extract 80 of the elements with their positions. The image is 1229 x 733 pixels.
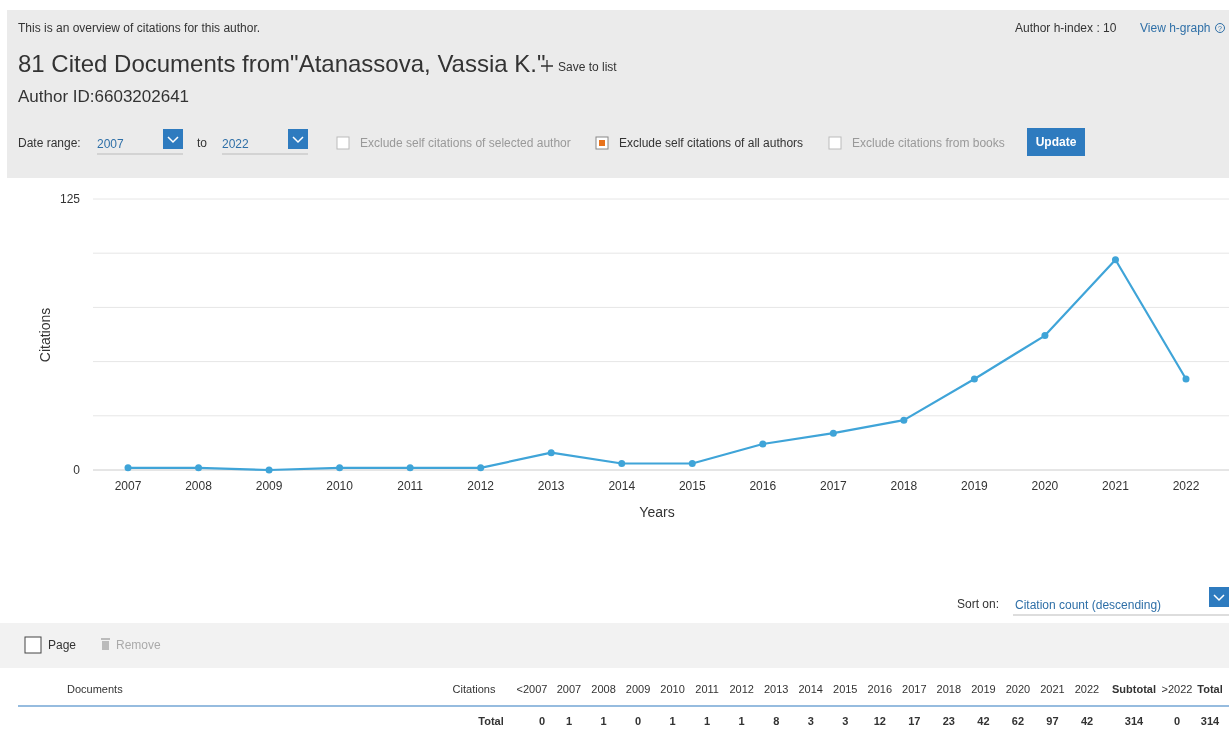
text: 1: [704, 715, 711, 727]
text: Documents: [67, 683, 124, 695]
text: 42: [977, 715, 990, 727]
x-tick-label: 2021: [1102, 479, 1130, 493]
category-label: 2010: [660, 683, 685, 695]
y-tick-label: 125: [59, 192, 81, 206]
category-label: 2017: [902, 683, 927, 695]
text: Citation count (descending): [1015, 598, 1162, 612]
text: 2007: [97, 137, 125, 151]
text: 314: [1200, 715, 1221, 727]
x-tick-label: 2007: [114, 479, 142, 493]
x-tick-label: 2011: [397, 479, 424, 493]
category-label: 2019: [971, 683, 996, 695]
category-label: 2013: [763, 683, 789, 695]
text: Remove: [116, 638, 162, 652]
category-label: 2018: [936, 683, 962, 695]
x-tick-label: 2009: [255, 479, 283, 493]
text: 62: [1011, 715, 1025, 727]
text: 0: [635, 715, 642, 727]
x-tick-label: 2022: [1172, 479, 1200, 493]
chart-title: 81 Cited Documents from"Atanassova, Vassia K.": [18, 50, 546, 77]
text: Exclude self citations of all authors: [619, 136, 804, 150]
text: 0: [1173, 715, 1181, 727]
x-tick-label: 2019: [961, 479, 989, 493]
text: 0: [538, 715, 546, 727]
x-tick-label: 2017: [819, 479, 847, 493]
x-tick-label: 2012: [467, 479, 495, 493]
text: Author h-index : 10: [1015, 21, 1117, 35]
text: Page: [48, 638, 77, 652]
category-label: 2011: [695, 683, 719, 695]
text: Citations: [452, 683, 496, 695]
text: 17: [908, 715, 921, 727]
x-tick-label: 2010: [326, 479, 354, 493]
text: Total: [1197, 683, 1223, 695]
text: Exclude self citations of selected author: [360, 136, 571, 150]
category-label: 2015: [833, 683, 858, 695]
text: 8: [773, 715, 780, 727]
text: Date range:: [18, 136, 81, 150]
x-tick-label: 2018: [890, 479, 918, 493]
text: 1: [669, 715, 676, 727]
text: Exclude citations from books: [852, 136, 1005, 150]
text: View h-graph: [1140, 21, 1211, 35]
text: 3: [807, 715, 814, 727]
text: Total: [478, 715, 504, 727]
text: 2022: [1074, 683, 1100, 695]
text: 23: [942, 715, 955, 727]
text: <2007: [516, 683, 548, 695]
text: 12: [873, 715, 886, 727]
text: 1: [600, 715, 607, 727]
x-tick-label: 2014: [608, 479, 636, 493]
category-label: 2014: [798, 683, 823, 695]
text: 2022: [222, 137, 250, 151]
text: 42: [1080, 715, 1094, 727]
text: 97: [1046, 715, 1059, 727]
text: >2022: [1161, 683, 1193, 695]
y-axis-title: Citations: [37, 307, 53, 363]
category-label: 2012: [729, 683, 754, 695]
x-tick-label: 2013: [537, 479, 565, 493]
category-label: 2020: [1005, 683, 1031, 695]
text: Author ID:6603202641: [18, 87, 190, 106]
text: to: [197, 136, 208, 150]
text: This is an overview of citations for this author.: [18, 21, 261, 35]
category-label: 2021: [1040, 683, 1065, 695]
text: Subtotal: [1112, 683, 1156, 695]
text: 3: [842, 715, 849, 727]
x-tick-label: 2016: [749, 479, 777, 493]
x-tick-label: 2020: [1031, 479, 1059, 493]
text: 1: [738, 715, 745, 727]
text: 1: [565, 715, 573, 727]
x-tick-label: 2008: [185, 479, 213, 493]
category-label: 2008: [591, 683, 616, 695]
text: Sort on:: [957, 597, 1000, 611]
x-tick-label: 2015: [678, 479, 706, 493]
text: 314: [1124, 715, 1145, 727]
category-label: 2016: [867, 683, 893, 695]
text: Save to list: [558, 60, 618, 74]
category-label: 2009: [625, 683, 651, 695]
text: 2007: [556, 683, 582, 695]
text: Update: [1035, 135, 1077, 149]
x-axis-title: Years: [639, 504, 675, 520]
